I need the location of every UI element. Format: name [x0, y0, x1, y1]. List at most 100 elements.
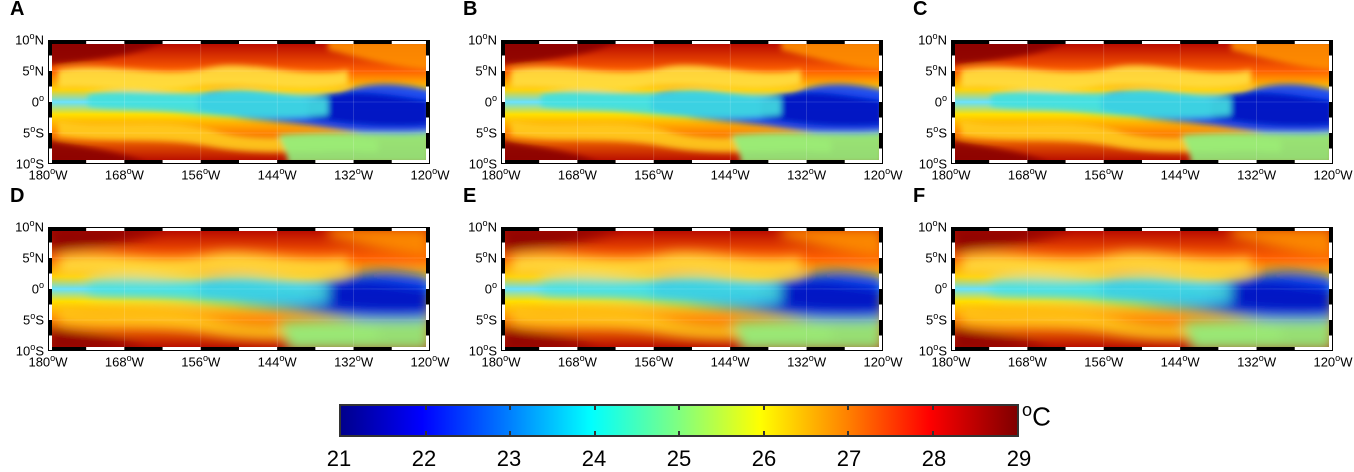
- sst-field: [951, 227, 1333, 351]
- colorbar-tick-label: 22: [411, 446, 437, 471]
- longitude-label: 120oW: [863, 166, 903, 183]
- colorbar-unit: oC: [1022, 400, 1051, 432]
- latitude-label: 10oN: [468, 31, 497, 48]
- longitude-label: 132oW: [334, 353, 374, 370]
- latitude-label: 5oN: [475, 62, 497, 79]
- panel-letter: D: [10, 185, 25, 207]
- longitude-label: 168oW: [557, 166, 597, 183]
- colorbar-tick: [593, 431, 596, 437]
- map-panel-b: B 10oN 5oN 0o 5oS 10oS 180oW 168oW 156oW 144oW 132…: [453, 0, 903, 183]
- sst-field: [951, 40, 1333, 164]
- colorbar-tick: [424, 431, 427, 437]
- colorbar-tick: [847, 404, 849, 410]
- colorbar-tick: [762, 404, 765, 410]
- longitude-label: 120oW: [410, 353, 450, 370]
- latitude-label: 10oS: [15, 155, 44, 172]
- colorbar-tick: [847, 431, 849, 437]
- sst-map: [951, 227, 1333, 351]
- latitude-label: 10oN: [468, 218, 497, 235]
- latitude-label: 10oN: [15, 31, 44, 48]
- longitude-label: 144oW: [1160, 353, 1200, 370]
- colorbar-tick-label: 28: [921, 446, 947, 471]
- sst-field: [48, 40, 430, 164]
- longitude-label: 180oW: [28, 166, 68, 183]
- longitude-label: 180oW: [481, 353, 521, 370]
- longitude-label: 180oW: [931, 166, 971, 183]
- latitude-label: 10oS: [15, 342, 44, 359]
- longitude-label: 132oW: [334, 166, 374, 183]
- colorbar-tick: [931, 431, 934, 437]
- sst-map: [501, 227, 883, 351]
- panel-letter: A: [10, 0, 25, 20]
- latitude-label: 0o: [934, 280, 947, 297]
- longitude-label: 168oW: [104, 353, 144, 370]
- latitude-label: 5oN: [925, 249, 947, 266]
- latitude-label: 10oN: [918, 218, 947, 235]
- latitude-label: 5oS: [476, 124, 497, 141]
- latitude-label: 10oS: [918, 155, 947, 172]
- latitude-label: 5oN: [475, 249, 497, 266]
- map-panel-a: A 10oN 5oN 0o 5oS 10oS 180oW 168oW 156oW 144oW 132…: [0, 0, 450, 183]
- latitude-label: 10oS: [468, 342, 497, 359]
- longitude-label: 156oW: [181, 353, 221, 370]
- longitude-label: 156oW: [634, 166, 674, 183]
- colorbar-tick: [931, 404, 934, 410]
- longitude-label: 156oW: [634, 353, 674, 370]
- colorbar-tick: [593, 404, 596, 410]
- map-panel-c: C 10oN 5oN 0o 5oS 10oS 180oW 168oW 156oW 144oW 132…: [903, 0, 1353, 183]
- longitude-label: 180oW: [481, 166, 521, 183]
- longitude-label: 168oW: [1007, 353, 1047, 370]
- sst-map: [951, 40, 1333, 164]
- sst-field: [501, 227, 883, 351]
- latitude-label: 0o: [934, 93, 947, 110]
- colorbar-tick-label: 21: [326, 446, 352, 471]
- colorbar-tick-label: 25: [666, 446, 692, 471]
- longitude-label: 120oW: [1313, 166, 1353, 183]
- longitude-label: 144oW: [257, 166, 297, 183]
- colorbar-tick: [678, 404, 680, 410]
- longitude-label: 144oW: [710, 166, 750, 183]
- longitude-label: 132oW: [1237, 166, 1277, 183]
- sst-field: [501, 40, 883, 164]
- longitude-label: 180oW: [28, 353, 68, 370]
- longitude-label: 168oW: [104, 166, 144, 183]
- colorbar-tick-label: 29: [1006, 446, 1032, 471]
- latitude-label: 0o: [484, 93, 497, 110]
- sst-field: [48, 227, 430, 351]
- longitude-label: 180oW: [931, 353, 971, 370]
- longitude-label: 144oW: [257, 353, 297, 370]
- sst-map: [501, 40, 883, 164]
- map-panel-f: F 10oN 5oN 0o 5oS 10oS 180oW 168oW 156oW 144oW 132…: [903, 185, 1353, 370]
- longitude-label: 168oW: [557, 353, 597, 370]
- longitude-label: 168oW: [1007, 166, 1047, 183]
- longitude-label: 156oW: [1084, 166, 1124, 183]
- longitude-label: 120oW: [410, 166, 450, 183]
- colorbar-tick: [509, 404, 511, 410]
- latitude-label: 10oS: [468, 155, 497, 172]
- latitude-label: 0o: [31, 93, 44, 110]
- sst-map: [48, 227, 430, 351]
- latitude-label: 5oS: [23, 124, 44, 141]
- latitude-label: 10oN: [918, 31, 947, 48]
- longitude-label: 156oW: [1084, 353, 1124, 370]
- latitude-label: 5oS: [926, 311, 947, 328]
- latitude-label: 5oN: [22, 249, 44, 266]
- panel-letter: E: [463, 185, 477, 207]
- latitude-label: 5oN: [22, 62, 44, 79]
- map-panel-d: D 10oN 5oN 0o 5oS 10oS 180oW 168oW 156oW 144oW 132…: [0, 185, 450, 370]
- latitude-label: 5oS: [476, 311, 497, 328]
- longitude-label: 144oW: [710, 353, 750, 370]
- colorbar-tick-label: 24: [581, 446, 607, 471]
- longitude-label: 144oW: [1160, 166, 1200, 183]
- colorbar-tick-label: 26: [751, 446, 777, 471]
- latitude-label: 0o: [484, 280, 497, 297]
- longitude-label: 120oW: [863, 353, 903, 370]
- colorbar-tick-label: 27: [836, 446, 862, 471]
- longitude-label: 132oW: [1237, 353, 1277, 370]
- colorbar-tick: [424, 404, 427, 410]
- panel-letter: F: [913, 185, 926, 207]
- latitude-label: 5oN: [925, 62, 947, 79]
- colorbar-tick: [762, 431, 765, 437]
- latitude-label: 10oS: [918, 342, 947, 359]
- longitude-label: 120oW: [1313, 353, 1353, 370]
